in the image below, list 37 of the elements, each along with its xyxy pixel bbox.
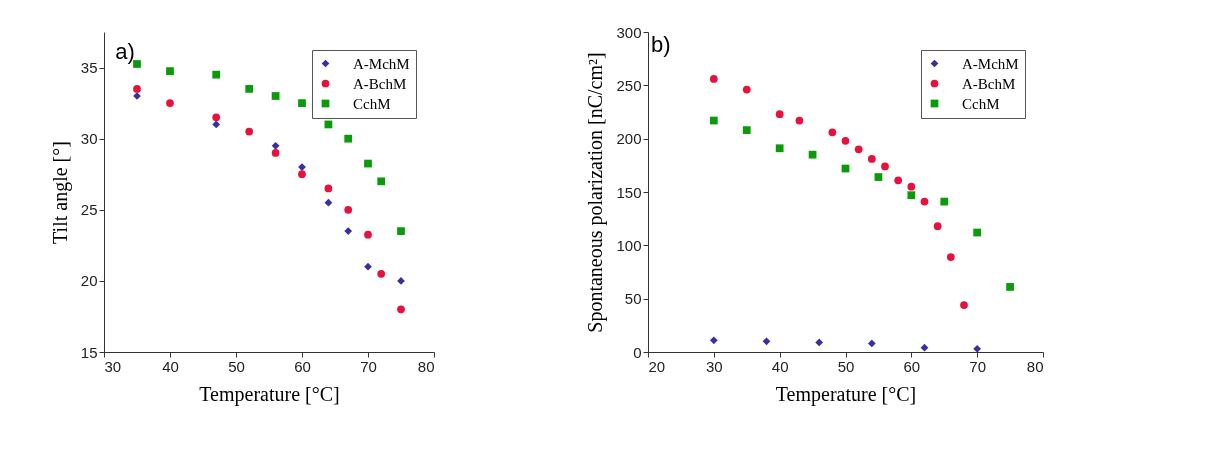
x-tick-label: 70	[969, 357, 987, 375]
y-tick-label: 150	[616, 183, 642, 201]
x-tick-label: 30	[104, 357, 122, 375]
y-tick-label: 15	[80, 343, 98, 361]
y-tick-label: 50	[624, 290, 642, 308]
x-axis-title: Temperature [°C]	[199, 382, 340, 406]
chart-title: b)	[650, 32, 671, 57]
x-tick-label: 20	[648, 357, 666, 375]
legend-label: CchM	[353, 95, 391, 112]
y-axis-title: Tilt angle [°]	[48, 141, 72, 244]
y-axis-title: Spontaneous polarization [nC/cm²]	[584, 52, 608, 333]
x-tick-label: 30	[705, 357, 723, 375]
y-tick-label: 300	[616, 23, 642, 41]
x-tick-label: 80	[417, 357, 435, 375]
x-tick-label: 70	[360, 357, 377, 375]
x-axis-title: Temperature [°C]	[775, 382, 917, 406]
legend-label: A-BchM	[353, 75, 407, 92]
chart-title: a)	[115, 39, 135, 64]
legend-label: CchM	[962, 95, 1000, 112]
x-tick-label: 40	[771, 357, 789, 375]
x-tick-label: 40	[162, 357, 179, 375]
y-tick-label: 20	[80, 272, 98, 290]
y-tick-label: 200	[616, 130, 642, 148]
x-tick-label: 50	[228, 357, 245, 375]
legend-label: A-MchM	[962, 55, 1019, 72]
x-tick-label: 60	[294, 357, 311, 375]
y-tick-label: 30	[80, 130, 98, 148]
y-tick-label: 35	[80, 59, 98, 77]
x-tick-label: 50	[837, 357, 855, 375]
legend-label: A-MchM	[353, 55, 410, 72]
x-tick-label: 60	[903, 357, 921, 375]
y-tick-label: 250	[616, 76, 642, 94]
legend-label: A-BchM	[962, 75, 1016, 92]
y-tick-label: 100	[616, 236, 642, 254]
x-tick-label: 80	[1026, 357, 1044, 375]
y-tick-label: 0	[633, 343, 642, 361]
y-tick-label: 25	[80, 201, 98, 219]
